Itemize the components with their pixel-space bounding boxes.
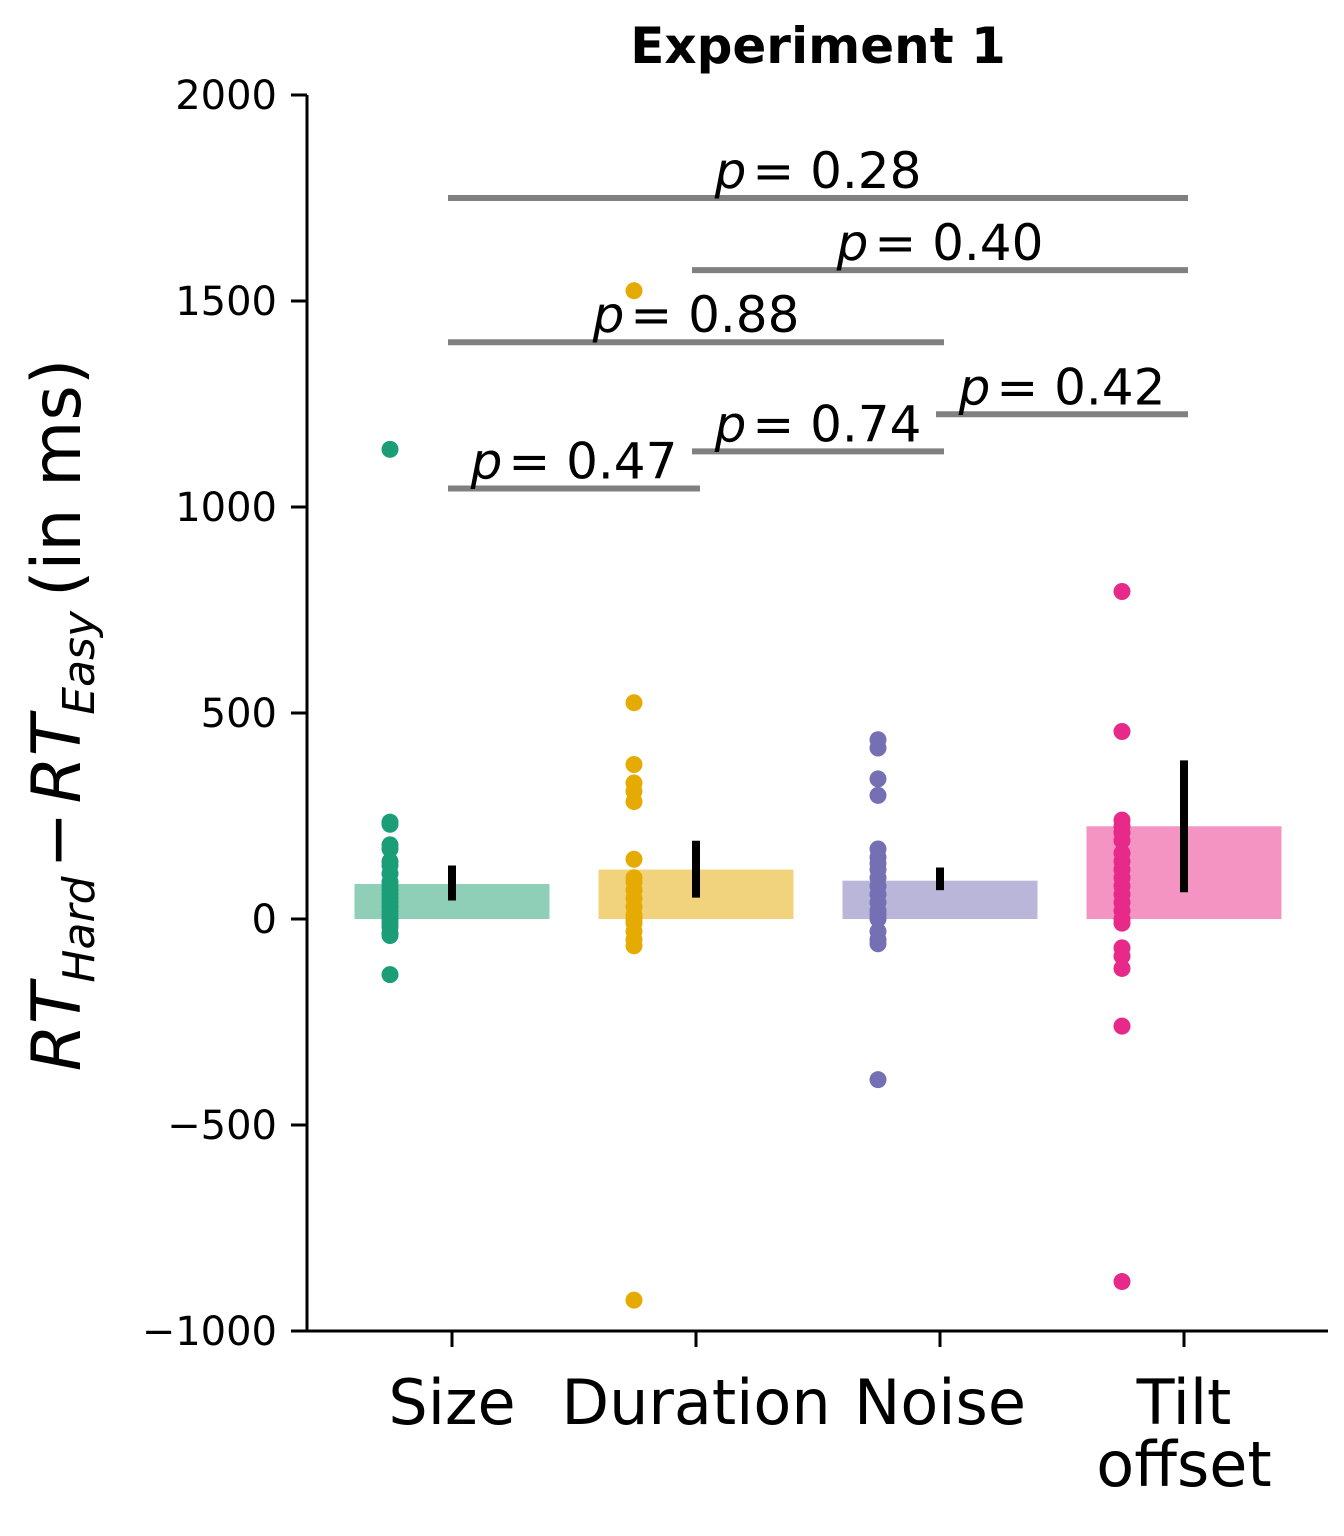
y-tick-label-1: −1000 <box>142 1309 277 1355</box>
p-value-4: = 0.42 <box>996 358 1165 416</box>
p-value-2: = 0.40 <box>874 214 1043 272</box>
comparison-label-2: p = 0.40 <box>836 214 1044 272</box>
y-tick-label-6: 1500 <box>175 279 277 325</box>
data-point-4-19 <box>1113 959 1131 977</box>
svg-text:RTHard−RTEasy(in ms): RTHard−RTEasy(in ms) <box>18 359 105 1072</box>
data-point-2-6 <box>625 793 643 811</box>
data-point-3-18 <box>869 935 887 953</box>
p-symbol-5: p <box>714 395 747 453</box>
p-value-3: = 0.88 <box>630 286 799 344</box>
y-label-rt-1: RT <box>18 978 97 1071</box>
comparison-label-5: p = 0.74 <box>714 395 922 453</box>
data-point-3-2 <box>869 739 887 757</box>
comparison-label-1: p = 0.28 <box>714 142 922 200</box>
data-point-3-19 <box>869 1071 887 1089</box>
p-symbol-4: p <box>958 358 991 416</box>
axes: −1000 −500 0 500 1000 1500 2000 Size Duration Noi… <box>142 73 1328 1501</box>
y-label-rt-2: RT <box>18 710 97 803</box>
data-point-4-2 <box>1113 723 1131 741</box>
data-point-4-1 <box>1113 582 1131 600</box>
data-point-3-15 <box>869 910 887 928</box>
x-tick-label-1: Size <box>388 1366 515 1439</box>
comparison-label-6: p = 0.47 <box>470 432 678 490</box>
data-point-2-3 <box>625 756 643 773</box>
data-point-1-22 <box>381 926 399 944</box>
y-tick-label-2: −500 <box>167 1103 277 1149</box>
comparisons: p = 0.28p = 0.40p = 0.88p = 0.42p = 0.74p = 0.… <box>448 142 1188 492</box>
x-tick-label-2: Duration <box>561 1366 830 1439</box>
p-value-1: = 0.28 <box>752 142 921 200</box>
data-point-2-7 <box>625 850 643 868</box>
data-point-4-18 <box>1113 947 1131 965</box>
data-point-4-20 <box>1113 1017 1131 1035</box>
data-point-3-3 <box>869 770 887 788</box>
data-point-1-5 <box>381 840 399 858</box>
data-point-4-6 <box>1113 832 1131 850</box>
p-value-6: = 0.47 <box>508 432 677 490</box>
data-point-2-1 <box>625 282 643 300</box>
y-tick-label-5: 1000 <box>175 485 277 531</box>
chart-title: Experiment 1 <box>630 17 1006 75</box>
y-tick-label-3: 0 <box>252 897 277 943</box>
y-tick-label-4: 500 <box>201 691 277 737</box>
comparison-label-4: p = 0.42 <box>958 358 1166 416</box>
p-symbol-3: p <box>592 286 625 344</box>
data-point-2-18 <box>625 937 643 955</box>
y-label-units: (in ms) <box>18 359 97 597</box>
data-point-2-2 <box>625 694 643 712</box>
data-point-1-23 <box>381 966 399 984</box>
y-axis-label: RTHard−RTEasy(in ms) <box>18 359 105 1072</box>
x-tick-label-3: Noise <box>854 1366 1026 1439</box>
x-tick-label-4: Tilt offset <box>1096 1366 1271 1501</box>
data-point-3-4 <box>869 786 887 804</box>
p-value-5: = 0.74 <box>752 395 921 453</box>
comparison-label-3: p = 0.88 <box>592 286 800 344</box>
y-label-sub-hard: Hard <box>54 875 105 982</box>
data-point-1-1 <box>381 440 399 458</box>
data-points <box>381 282 1131 1309</box>
p-symbol-2: p <box>836 214 869 272</box>
p-symbol-1: p <box>714 142 747 200</box>
p-symbol-6: p <box>470 432 503 490</box>
y-label-sub-easy: Easy <box>54 610 105 715</box>
y-label-minus: − <box>18 812 97 869</box>
data-point-2-19 <box>625 1291 643 1309</box>
data-point-1-3 <box>381 815 399 833</box>
bars <box>354 826 1282 919</box>
data-point-4-16 <box>1113 914 1131 932</box>
error-bars <box>448 760 1188 901</box>
y-tick-label-7: 2000 <box>175 73 277 119</box>
data-point-4-21 <box>1113 1273 1131 1291</box>
